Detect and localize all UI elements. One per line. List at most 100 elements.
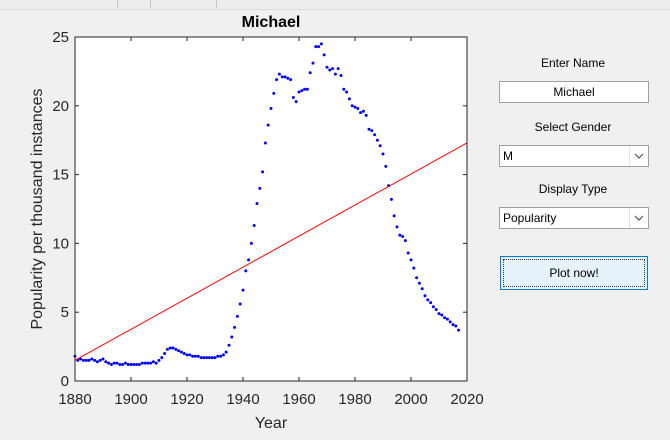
display-type-value: Popularity (503, 211, 557, 225)
data-point (230, 335, 234, 339)
data-point (121, 362, 125, 366)
data-point (339, 74, 343, 78)
data-point (112, 361, 116, 365)
data-point (247, 258, 251, 262)
name-input[interactable]: Michael (499, 81, 649, 103)
data-point (291, 96, 295, 100)
data-point (378, 144, 382, 148)
data-point (263, 141, 267, 145)
chevron-down-icon[interactable] (629, 146, 648, 166)
data-point (347, 97, 351, 101)
data-point (375, 138, 379, 142)
data-point (154, 361, 158, 365)
data-point (191, 354, 195, 358)
plot-area (75, 37, 467, 381)
data-point (451, 323, 455, 327)
data-point (199, 356, 203, 360)
data-point (392, 214, 396, 218)
data-point (129, 362, 133, 366)
data-point (277, 72, 281, 76)
data-point (289, 78, 293, 82)
data-point (233, 325, 237, 329)
data-point (314, 45, 318, 49)
data-point (213, 356, 217, 360)
data-point (423, 294, 427, 298)
y-tick-label: 10 (52, 235, 69, 252)
tick-marks (74, 36, 468, 382)
data-point (317, 45, 321, 49)
data-point (294, 100, 298, 104)
data-point (269, 107, 273, 111)
window-top-strip (0, 0, 670, 10)
y-tick-label: 25 (52, 29, 69, 46)
data-point (210, 356, 214, 360)
y-tick-labels: 0 5 10 15 20 25 (52, 29, 69, 390)
x-tick-label: 1900 (114, 391, 147, 408)
data-point (406, 251, 410, 255)
data-point (331, 67, 335, 71)
data-point (325, 65, 329, 69)
data-point (238, 302, 242, 306)
data-point (370, 129, 374, 133)
data-point (275, 78, 279, 82)
data-point (126, 362, 130, 366)
data-point (300, 89, 304, 93)
data-point (135, 362, 139, 366)
data-point (395, 225, 399, 229)
data-point (98, 358, 102, 362)
data-point (115, 361, 119, 365)
data-points (73, 42, 461, 366)
data-point (389, 197, 393, 201)
data-point (171, 346, 175, 350)
chevron-down-icon[interactable] (629, 208, 648, 228)
trend-line (74, 142, 468, 361)
data-point (356, 107, 360, 111)
display-type-label: Display Type (538, 182, 608, 196)
data-point (415, 276, 419, 280)
data-point (123, 361, 127, 365)
data-point (104, 360, 108, 364)
data-point (342, 87, 346, 91)
y-tick-label: 15 (52, 167, 69, 184)
x-tick-label: 2020 (450, 391, 483, 408)
data-point (272, 91, 276, 95)
data-point (235, 314, 239, 318)
data-point (403, 239, 407, 243)
gender-select[interactable]: M (499, 145, 649, 167)
data-point (157, 358, 161, 362)
plot-now-button[interactable]: Plot now! (500, 256, 648, 290)
data-point (165, 347, 169, 351)
data-point (241, 288, 245, 292)
data-point (283, 75, 287, 79)
data-point (409, 258, 413, 262)
data-point (163, 351, 167, 355)
data-point (249, 241, 253, 245)
data-point (219, 354, 223, 358)
display-type-select[interactable]: Popularity (499, 207, 649, 229)
data-point (95, 360, 99, 364)
data-point (305, 87, 309, 91)
data-point (227, 343, 231, 347)
data-point (101, 357, 105, 361)
data-point (143, 361, 147, 365)
data-point (132, 362, 136, 366)
x-axis-label: Year (255, 415, 288, 432)
y-axis-label: Popularity per thousand instances (29, 88, 46, 329)
data-point (174, 347, 178, 351)
data-point (286, 76, 290, 80)
data-point (373, 133, 377, 137)
data-point (440, 313, 444, 317)
data-point (431, 305, 435, 309)
data-point (445, 317, 449, 321)
data-point (255, 201, 259, 205)
data-point (182, 351, 186, 355)
data-point (401, 235, 405, 239)
data-point (177, 349, 181, 353)
plot-frame (74, 36, 468, 382)
x-tick-label: 1960 (282, 391, 315, 408)
tab-divider (150, 0, 151, 8)
x-tick-labels: 1880 1900 1920 1940 1960 1980 2000 2020 (58, 391, 483, 408)
data-point (146, 361, 150, 365)
data-point (398, 233, 402, 237)
data-point (160, 356, 164, 360)
